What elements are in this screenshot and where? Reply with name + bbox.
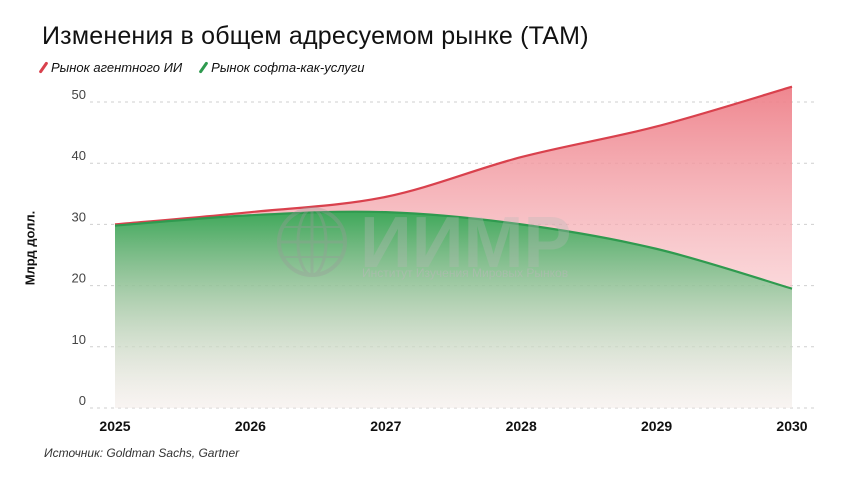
- series-areas: [114, 85, 793, 408]
- legend: Рынок агентного ИИ Рынок софта-как-услуг…: [38, 60, 365, 75]
- y-tick-label: 30: [72, 209, 86, 224]
- chart-title: Изменения в общем адресуемом рынке (TAM): [42, 22, 589, 50]
- area-saas: [115, 211, 792, 408]
- legend-item-saas: Рынок софта-как-услуги: [198, 60, 365, 75]
- watermark-brand: ИИМР: [360, 203, 572, 283]
- y-tick-label: 20: [72, 271, 86, 286]
- legend-label-agentic-ai: Рынок агентного ИИ: [51, 60, 183, 75]
- y-tick-label: 40: [72, 148, 86, 163]
- y-axis-ticks: 0 10 20 30 40 50: [72, 87, 86, 408]
- x-tick-label: 2030: [776, 418, 807, 434]
- x-tick-label: 2027: [370, 418, 401, 434]
- watermark-tagline: Институт Изучения Мировых Рынков: [362, 266, 568, 280]
- x-tick-label: 2028: [506, 418, 537, 434]
- y-tick-label: 10: [72, 332, 86, 347]
- x-axis-ticks: 2025 2026 2027 2028 2029 2030: [99, 418, 807, 434]
- line-saas: [114, 210, 793, 290]
- y-tick-label: 50: [72, 87, 86, 102]
- line-agentic-ai: [114, 85, 793, 226]
- x-tick-label: 2026: [235, 418, 266, 434]
- x-tick-label: 2025: [99, 418, 130, 434]
- legend-label-saas: Рынок софта-как-услуги: [211, 60, 365, 75]
- watermark: ИИМР Институт Изучения Мировых Рынков: [277, 203, 572, 283]
- x-tick-label: 2029: [641, 418, 672, 434]
- legend-item-agentic-ai: Рынок агентного ИИ: [38, 60, 183, 75]
- watermark-globe-icon: [277, 207, 347, 277]
- source-note: Источник: Goldman Sachs, Gartner: [44, 446, 240, 460]
- y-tick-label: 0: [79, 393, 86, 408]
